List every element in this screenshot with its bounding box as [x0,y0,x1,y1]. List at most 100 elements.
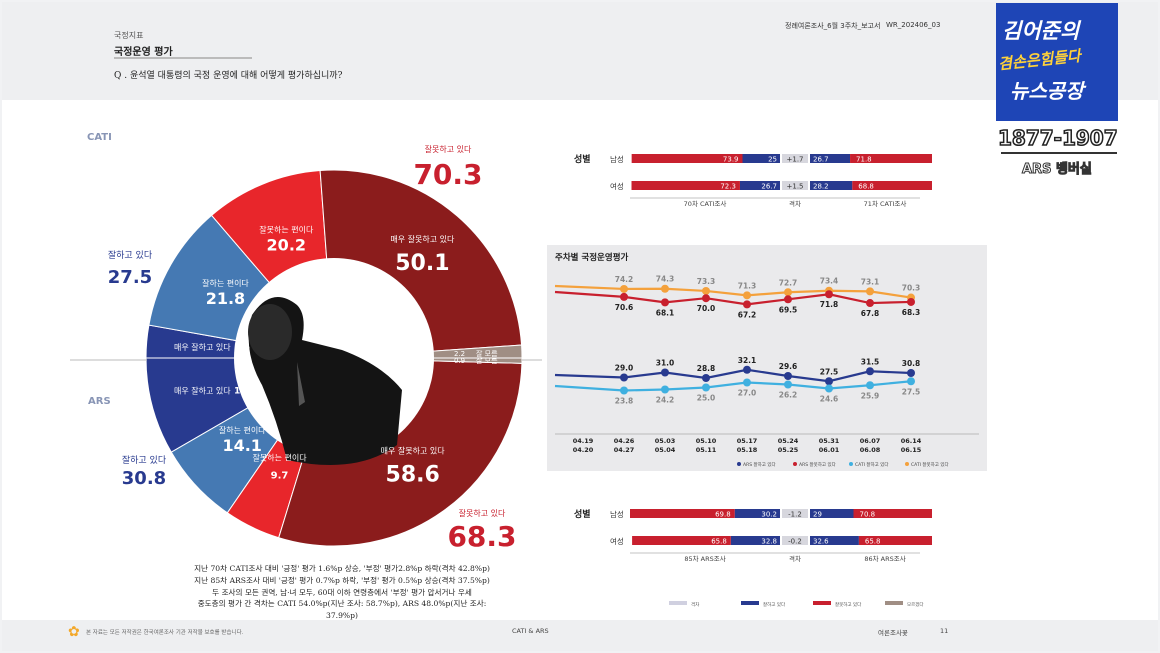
summary-line: 중도층의 평가 간 격차는 CATI 54.0%p(지난 조사: 58.7%p)… [197,599,487,621]
diff-box [782,536,808,545]
logo-line1: 김어준의 [1002,19,1080,43]
x-tick-label: 05.11 [696,446,717,454]
curr-negative-value: 68.8 [858,183,874,191]
x-tick-label: 04.26 [614,437,635,445]
point-label: 31.0 [656,359,675,368]
point-label: 70.3 [902,284,921,293]
legend-label: CATI 잘못하고 있다 [911,461,950,468]
axis-curr-label: 71차 CATI조사 [864,199,907,208]
point-label: 24.6 [820,395,839,404]
summary-text: 지난 70차 CATI조사 대비 '긍정' 평가 1.6%p 상승, '부정' … [182,563,502,622]
series-point [620,284,628,293]
x-tick-label: 05.17 [737,437,758,445]
series-point [784,288,792,297]
footer-right: 여론조사꽃 [878,629,908,637]
prev-negative-value: 73.9 [723,156,739,164]
point-label: 23.8 [615,397,634,406]
legend-label: 모르겠다 [907,601,924,608]
gender-row-label: 여성 [610,536,624,546]
point-label: 28.8 [697,364,716,373]
series-point [620,386,628,395]
cati-negative-total: 70.3 [413,158,482,191]
footer-center: CATI & ARS [512,627,549,635]
prev-positive-bar [730,536,780,545]
x-tick-label: 05.18 [737,446,758,454]
series-point [907,377,915,386]
gender-row-label: 남성 [610,510,624,519]
ars-negative-total: 68.3 [447,520,516,553]
point-label: 69.5 [779,305,798,314]
cati-slice-value: 5.6 [234,343,250,353]
series-point [702,294,710,303]
curr-positive-bar [810,536,859,545]
curr-negative-bar [850,154,932,163]
point-label: 67.8 [861,309,880,318]
legend-swatch [741,601,759,605]
point-label: 27.5 [820,367,839,376]
prev-negative-value: 72.3 [720,183,736,191]
cati-slice-label: 잘하는 편이다 [202,278,249,288]
x-tick-label: 05.31 [819,437,840,445]
x-tick-label: 06.01 [819,446,840,454]
logo-phone: 1877-1907 [997,125,1118,151]
ars-slice-value: 16.7 [234,386,256,396]
portrait-icon [238,280,402,465]
point-label: 25.9 [861,391,880,400]
series-point [866,299,874,308]
point-label: 73.1 [861,277,880,286]
point-label: 29.0 [615,364,634,373]
cati-slice-value: 20.2 [267,235,306,254]
point-label: 73.3 [697,277,716,286]
curr-positive-bar [810,181,853,190]
doc-code: WR_202406_03 [886,21,941,29]
diff-box [782,181,808,190]
legend-swatch [737,462,741,466]
gender-bars-cati: 성별 남성 73.9 25 +1.7 26.7 71.8 여성 72.3 26.7 +1.5 28.2… [574,153,932,208]
point-label: 73.4 [820,277,839,286]
cati-slice-label: 잘못하는 편이다 [259,224,314,234]
curr-negative-value: 65.8 [865,538,881,546]
series-point [784,295,792,304]
prev-negative-bar [631,154,743,163]
cati-slice-value: 50.1 [395,251,449,276]
prev-positive-value: 25 [768,156,777,164]
legend-swatch [849,462,853,466]
prev-negative-value: 65.8 [711,538,727,546]
cati-ring-label: CATI [87,132,112,143]
point-label: 25.0 [697,394,716,403]
series-point [743,291,751,300]
summary-line: 두 조사의 모든 권역, 남·녀 모두, 60대 이하 연령층에서 '부정' 평… [212,587,472,597]
logo-line3: 뉴스공장 [1010,79,1084,103]
point-label: 29.6 [779,362,798,371]
gender-bars-ars: 성별 남성 69.8 30.2 -1.2 29 70.8 여성 65.8 32.8 -0.2 32.6… [574,508,932,563]
series-line [554,380,912,392]
gender-title: 성별 [574,508,591,520]
logo-line2: 겸손은힘들다 [997,46,1082,74]
ars-slice-label: 잘하는 편이다 [219,425,266,435]
diff-value: -1.2 [788,511,802,519]
curr-positive-value: 32.6 [813,538,829,546]
prev-negative-bar [631,181,740,190]
summary-line: 지난 70차 CATI조사 대비 '긍정' 평가 1.6%p 상승, '부정' … [194,564,490,573]
prev-positive-bar [739,181,780,190]
diff-box [782,509,808,518]
legend-label: 잘하고 있다 [763,601,786,608]
title-underline [114,57,252,59]
cati-slice-label: 매우 잘못하고 있다 [390,234,455,244]
curr-negative-value: 70.8 [860,511,876,519]
logo-sub: ARS 뱅버실 [1022,162,1093,178]
gender-title: 성별 [574,153,591,165]
footer-note: 본 자료는 모든 저작권은 한국여론조사 기관 저작물 보호를 받습니다. [86,630,244,636]
ars-slice-value: 14.1 [222,436,261,455]
diff-value: +1.7 [787,156,804,164]
legend-swatch [905,462,909,466]
x-tick-label: 05.25 [778,446,799,454]
curr-negative-bar [853,509,932,518]
x-tick-label: 05.10 [696,437,717,445]
x-tick-label: 06.14 [901,437,922,445]
point-label: 32.1 [738,356,757,365]
ars-slice-value: 9.7 [271,471,289,482]
prev-negative-bar [632,536,731,545]
